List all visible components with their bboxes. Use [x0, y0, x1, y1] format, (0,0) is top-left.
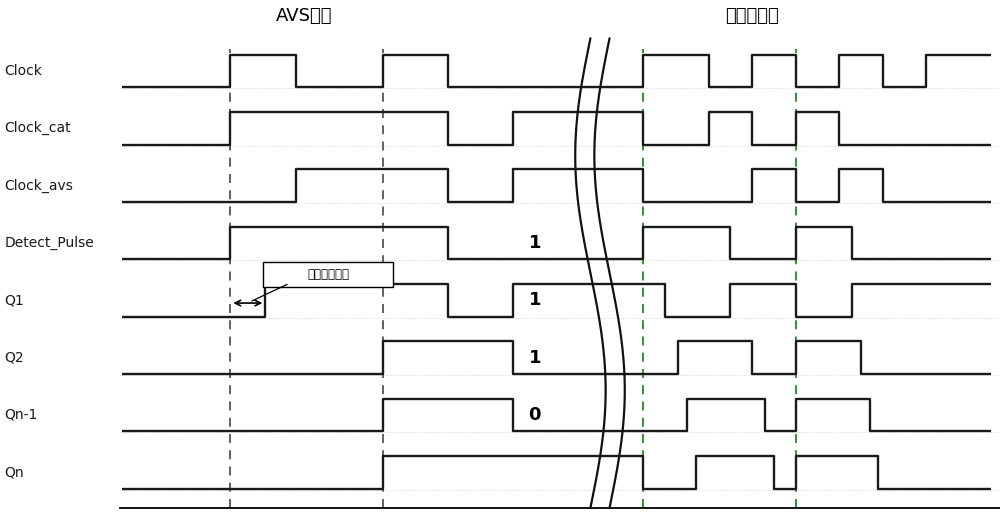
Text: 自校准模式: 自校准模式 — [725, 7, 779, 25]
Text: 1: 1 — [529, 349, 541, 367]
Text: 1: 1 — [529, 292, 541, 309]
Text: Clock: Clock — [4, 64, 42, 78]
Text: 0: 0 — [529, 406, 541, 424]
Text: Clock_cat: Clock_cat — [4, 121, 71, 135]
Text: Q2: Q2 — [4, 351, 24, 365]
Text: Detect_Pulse: Detect_Pulse — [4, 236, 94, 250]
Text: Qn: Qn — [4, 465, 24, 479]
Text: 复制路径延时: 复制路径延时 — [307, 268, 349, 281]
Text: 1: 1 — [529, 234, 541, 252]
FancyBboxPatch shape — [263, 262, 393, 287]
Text: AVS模式: AVS模式 — [276, 7, 333, 25]
Text: Qn-1: Qn-1 — [4, 408, 38, 422]
Text: Q1: Q1 — [4, 293, 24, 308]
Text: Clock_avs: Clock_avs — [4, 179, 73, 192]
